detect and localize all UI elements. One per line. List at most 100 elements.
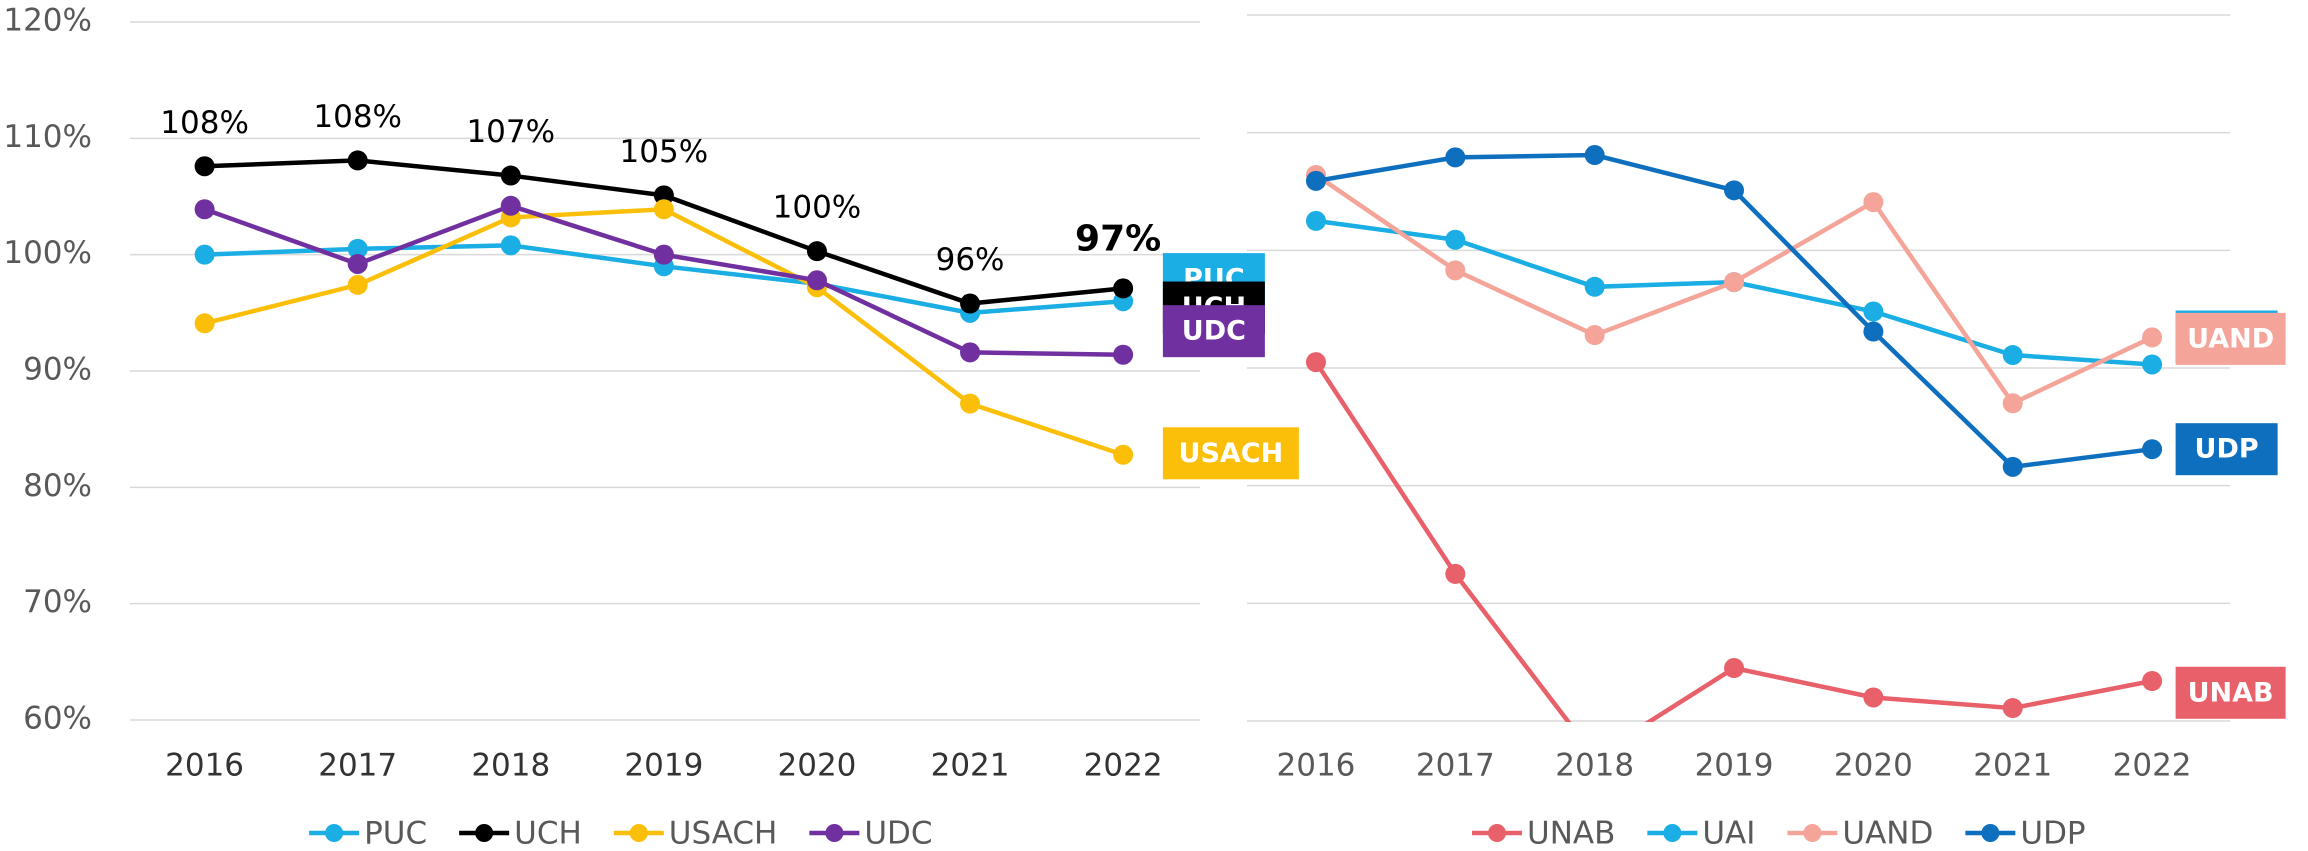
- point: [2142, 439, 2163, 460]
- legend-dot: [1803, 824, 1822, 842]
- point: [960, 342, 981, 363]
- data-label: 96%: [936, 242, 1005, 278]
- point: [806, 270, 827, 291]
- y-tick-label: 120%: [3, 3, 92, 39]
- legend-dot: [325, 824, 344, 842]
- point: [1445, 260, 1466, 281]
- point: [1445, 147, 1466, 168]
- series-line: [204, 158, 1124, 306]
- point: [2002, 393, 2023, 414]
- point: [1113, 278, 1134, 299]
- point: [1724, 272, 1745, 293]
- data-label: 97%: [1075, 218, 1161, 259]
- legend-dot: [1663, 824, 1682, 842]
- x-tick-label: 2017: [1416, 748, 1495, 784]
- plot: [194, 150, 1134, 465]
- point: [194, 156, 215, 177]
- point: [2142, 354, 2163, 375]
- point: [1305, 170, 1326, 191]
- legend-label: UAND: [1842, 816, 1933, 851]
- x-tick-label: 2016: [1277, 748, 1356, 784]
- point: [1305, 352, 1326, 373]
- series-tag: UAND: [2175, 312, 2286, 365]
- legend-dot: [1488, 824, 1506, 842]
- point: [960, 393, 981, 414]
- series-tag-bg: [2175, 666, 2286, 719]
- x-tick-label: 2016: [165, 748, 244, 784]
- x-tick-label: 2021: [931, 748, 1010, 784]
- point: [1305, 210, 1326, 231]
- series-tag: UDC: [1162, 305, 1265, 358]
- point: [1113, 444, 1134, 465]
- x-tick-label: 2019: [624, 748, 703, 784]
- point: [194, 313, 215, 334]
- data-label: 107%: [466, 114, 555, 150]
- point: [1445, 229, 1466, 250]
- point: [1584, 145, 1605, 166]
- point: [1584, 276, 1605, 297]
- data-label: 108%: [313, 99, 402, 135]
- point: [194, 244, 215, 265]
- series-tag-label: UDP: [2195, 434, 2259, 465]
- point: [1863, 321, 1884, 342]
- series-tag-label: USACH: [1179, 438, 1284, 469]
- x-tick-label: 2017: [318, 748, 397, 784]
- point: [1113, 344, 1134, 365]
- x-tick-label: 2018: [471, 748, 550, 784]
- series-line: [203, 203, 1124, 357]
- data-label: 100%: [773, 190, 862, 226]
- point: [347, 274, 368, 295]
- legend-dot: [475, 824, 494, 842]
- x-tick-label: 2019: [1695, 748, 1774, 784]
- legend-label: UCH: [514, 816, 582, 851]
- series-tag-bg: [1162, 427, 1299, 480]
- point: [653, 199, 674, 220]
- point: [960, 293, 981, 314]
- point: [653, 244, 674, 265]
- legend-label: UNAB: [1527, 816, 1615, 851]
- series-tag-label: UAND: [2187, 323, 2274, 354]
- series-tag-label: UNAB: [2188, 677, 2274, 708]
- x-tick-label: 2020: [1834, 748, 1913, 784]
- point: [347, 253, 368, 274]
- x-tick-label: 2022: [2113, 748, 2192, 784]
- series-line: [1314, 360, 2153, 722]
- data-label: 105%: [620, 134, 709, 170]
- point: [500, 195, 521, 216]
- point: [2142, 327, 2163, 348]
- point: [2002, 698, 2023, 719]
- y-tick-label: 110%: [3, 119, 92, 155]
- point: [806, 241, 827, 262]
- y-tick-label: 80%: [23, 468, 92, 504]
- y-tick-label: 60%: [23, 701, 92, 737]
- series-tag-bg: [1162, 305, 1265, 358]
- x-tick-label: 2018: [1555, 748, 1634, 784]
- point: [1584, 325, 1605, 346]
- series-tag-bg: [2175, 423, 2278, 476]
- x-tick-label: 2021: [1973, 748, 2052, 784]
- series-tag: UNAB: [2175, 666, 2286, 719]
- legend-dot: [1981, 824, 2000, 842]
- point: [194, 199, 215, 220]
- series-line: [1315, 152, 2153, 470]
- point: [2002, 456, 2023, 477]
- point: [500, 235, 521, 256]
- y-tick-label: 100%: [3, 235, 92, 271]
- legend-label: PUC: [364, 816, 427, 851]
- x-tick-label: 2022: [1084, 748, 1163, 784]
- point: [347, 150, 368, 171]
- y-tick-label: 70%: [23, 584, 92, 620]
- point: [653, 185, 674, 206]
- legend-label: UDP: [2020, 816, 2085, 851]
- point: [1863, 301, 1884, 322]
- series-tag: UDP: [2175, 423, 2278, 476]
- point: [2002, 345, 2023, 366]
- plot: [1305, 145, 2163, 722]
- legend-dot: [825, 824, 844, 842]
- series-tag: USACH: [1162, 427, 1299, 480]
- legend-dot: [629, 824, 648, 842]
- point: [1863, 192, 1884, 213]
- point: [2142, 670, 2163, 691]
- x-tick-label: 2020: [778, 748, 857, 784]
- point: [1445, 563, 1466, 584]
